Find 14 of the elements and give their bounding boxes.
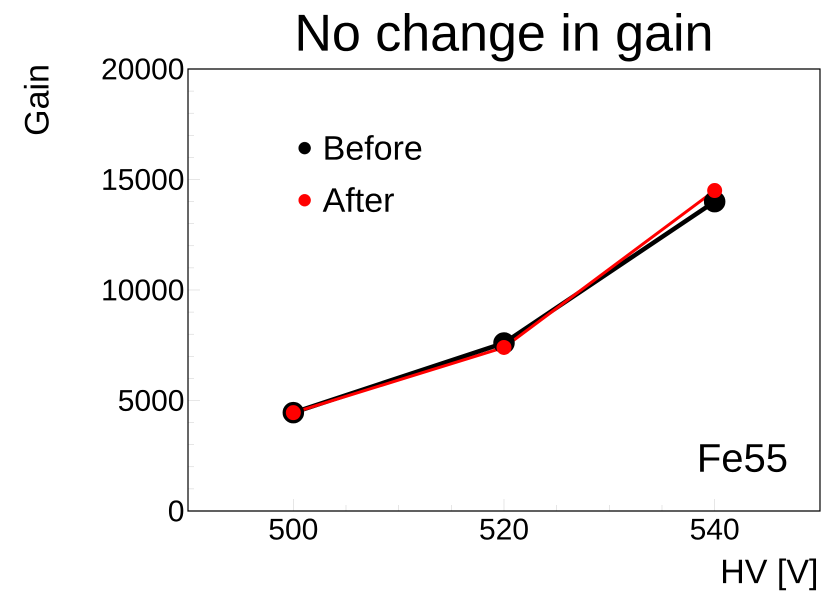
x-tick-label: 520 [480, 518, 528, 540]
y-tick-label: 20000 [102, 58, 184, 80]
chart-title: No change in gain [298, 12, 710, 62]
y-tick-label: 5000 [118, 390, 184, 412]
x-tick-label: 500 [270, 518, 318, 540]
x-tick-label: 540 [690, 518, 739, 540]
y-axis-title: Gain [24, 66, 49, 134]
legend-label: Before [325, 135, 422, 160]
y-tick-label: 0 [168, 500, 184, 522]
legend-label: After [322, 187, 394, 212]
annotation: Fe55 [700, 444, 786, 472]
y-tick-label: 10000 [103, 279, 184, 301]
y-tick-label: 15000 [103, 168, 184, 190]
x-axis-title: HV [V] [723, 558, 816, 590]
